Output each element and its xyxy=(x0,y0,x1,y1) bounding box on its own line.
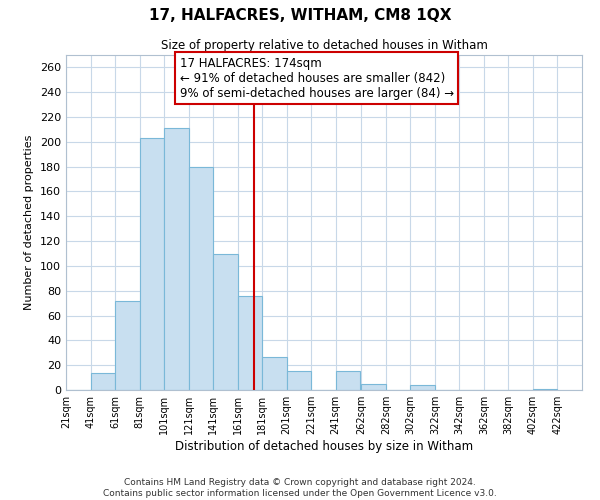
Text: Contains HM Land Registry data © Crown copyright and database right 2024.
Contai: Contains HM Land Registry data © Crown c… xyxy=(103,478,497,498)
X-axis label: Distribution of detached houses by size in Witham: Distribution of detached houses by size … xyxy=(175,440,473,453)
Bar xyxy=(410,385,435,390)
Bar xyxy=(164,128,188,390)
Bar xyxy=(238,296,262,390)
Text: 17 HALFACRES: 174sqm
← 91% of detached houses are smaller (842)
9% of semi-detac: 17 HALFACRES: 174sqm ← 91% of detached h… xyxy=(179,56,454,100)
Bar xyxy=(140,138,164,390)
Bar xyxy=(115,300,140,390)
Y-axis label: Number of detached properties: Number of detached properties xyxy=(25,135,34,310)
Bar xyxy=(287,372,311,390)
Text: 17, HALFACRES, WITHAM, CM8 1QX: 17, HALFACRES, WITHAM, CM8 1QX xyxy=(149,8,451,22)
Title: Size of property relative to detached houses in Witham: Size of property relative to detached ho… xyxy=(161,40,487,52)
Bar xyxy=(91,372,115,390)
Bar xyxy=(188,166,213,390)
Bar xyxy=(262,356,287,390)
Bar xyxy=(213,254,238,390)
Bar xyxy=(361,384,386,390)
Bar xyxy=(335,372,360,390)
Bar xyxy=(533,389,557,390)
